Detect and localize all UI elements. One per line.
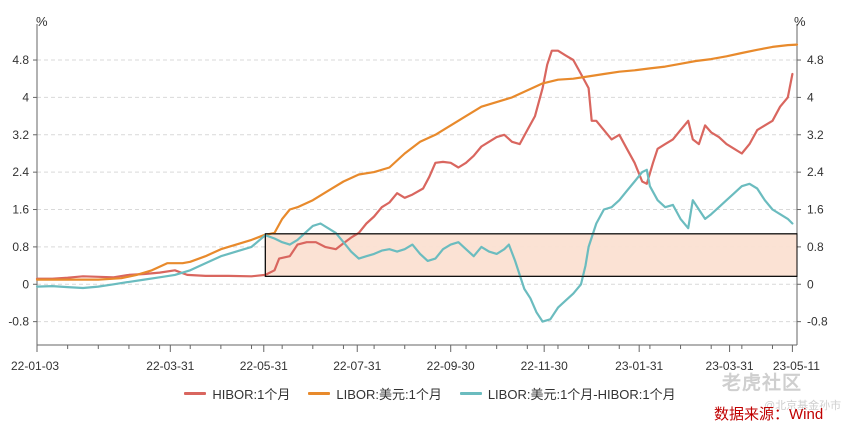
highlight-box	[264, 233, 798, 277]
y-unit-left: %	[36, 14, 48, 29]
legend-swatch-libor	[308, 392, 331, 395]
x-tick-label: 22-01-03	[11, 359, 59, 373]
series-line-libor	[35, 43, 799, 281]
y-tick-label-left: 1.6	[12, 203, 29, 217]
x-tick-label: 22-07-31	[333, 359, 381, 373]
y-tick-label-left: 3.2	[12, 128, 29, 142]
y-tick-label-left: 0	[22, 277, 29, 291]
legend-item-hibor[interactable]: HIBOR:1个月	[184, 384, 290, 403]
y-tick-label-left: 4	[22, 90, 29, 104]
highlight-layer	[264, 233, 798, 277]
tick-layer: 4.8 4.8 4 4 3.2 3.2 2.4 2.4 1.6 1.6 0.8 0.8 0 0 -0.8 -0…	[8, 53, 828, 373]
x-tick-label: 23-03-31	[706, 359, 754, 373]
series-line-spread	[35, 168, 794, 323]
x-tick-label: 22-11-30	[521, 359, 568, 373]
y-tick-label-right: 0	[807, 277, 814, 291]
y-tick-label-right: 0.8	[807, 240, 824, 254]
series-line-hibor	[35, 49, 794, 280]
x-tick-label: 22-09-30	[427, 359, 475, 373]
highlight-box-outline	[264, 233, 798, 277]
y-tick-label-right: 2.4	[807, 165, 824, 179]
chart: 4.8 4.8 4 4 3.2 3.2 2.4 2.4 1.6 1.6 0.8 0.8 0 0 -0.8 -0…	[8, 14, 828, 373]
y-tick-label-left: 2.4	[12, 165, 29, 179]
legend: HIBOR:1个月 LIBOR:美元:1个月 LIBOR:美元:1个月-HIBO…	[0, 384, 860, 403]
x-tick-label: 22-03-31	[146, 359, 194, 373]
y-tick-label-left: -0.8	[8, 315, 29, 329]
watermark: 老虎社区	[722, 373, 803, 394]
y-tick-label-right: 4	[807, 90, 814, 104]
legend-label-spread: LIBOR:美元:1个月-HIBOR:1个月	[487, 387, 676, 402]
y-tick-label-right: -0.8	[807, 315, 828, 329]
grid-layer	[33, 24, 801, 352]
series-layer	[35, 43, 799, 323]
legend-item-spread[interactable]: LIBOR:美元:1个月-HIBOR:1个月	[459, 384, 676, 403]
legend-label-hibor: HIBOR:1个月	[212, 387, 291, 402]
x-tick-label: 22-05-31	[240, 359, 288, 373]
legend-label-libor: LIBOR:美元:1个月	[336, 387, 442, 402]
x-tick-label: 23-05-11	[773, 359, 820, 373]
x-tick-label: 23-01-31	[615, 359, 663, 373]
source-note: 数据来源：Wind	[714, 406, 824, 423]
y-tick-label-right: 3.2	[807, 128, 824, 142]
y-tick-label-left: 0.8	[12, 240, 29, 254]
y-tick-label-right: 1.6	[807, 203, 824, 217]
legend-item-libor[interactable]: LIBOR:美元:1个月	[308, 384, 442, 403]
y-tick-label-right: 4.8	[807, 53, 824, 67]
legend-swatch-spread	[459, 392, 482, 395]
legend-swatch-hibor	[184, 392, 207, 395]
y-unit-right: %	[794, 14, 806, 29]
watermark-sub: @北京基金孙市	[764, 400, 842, 412]
y-tick-label-left: 4.8	[12, 53, 29, 67]
